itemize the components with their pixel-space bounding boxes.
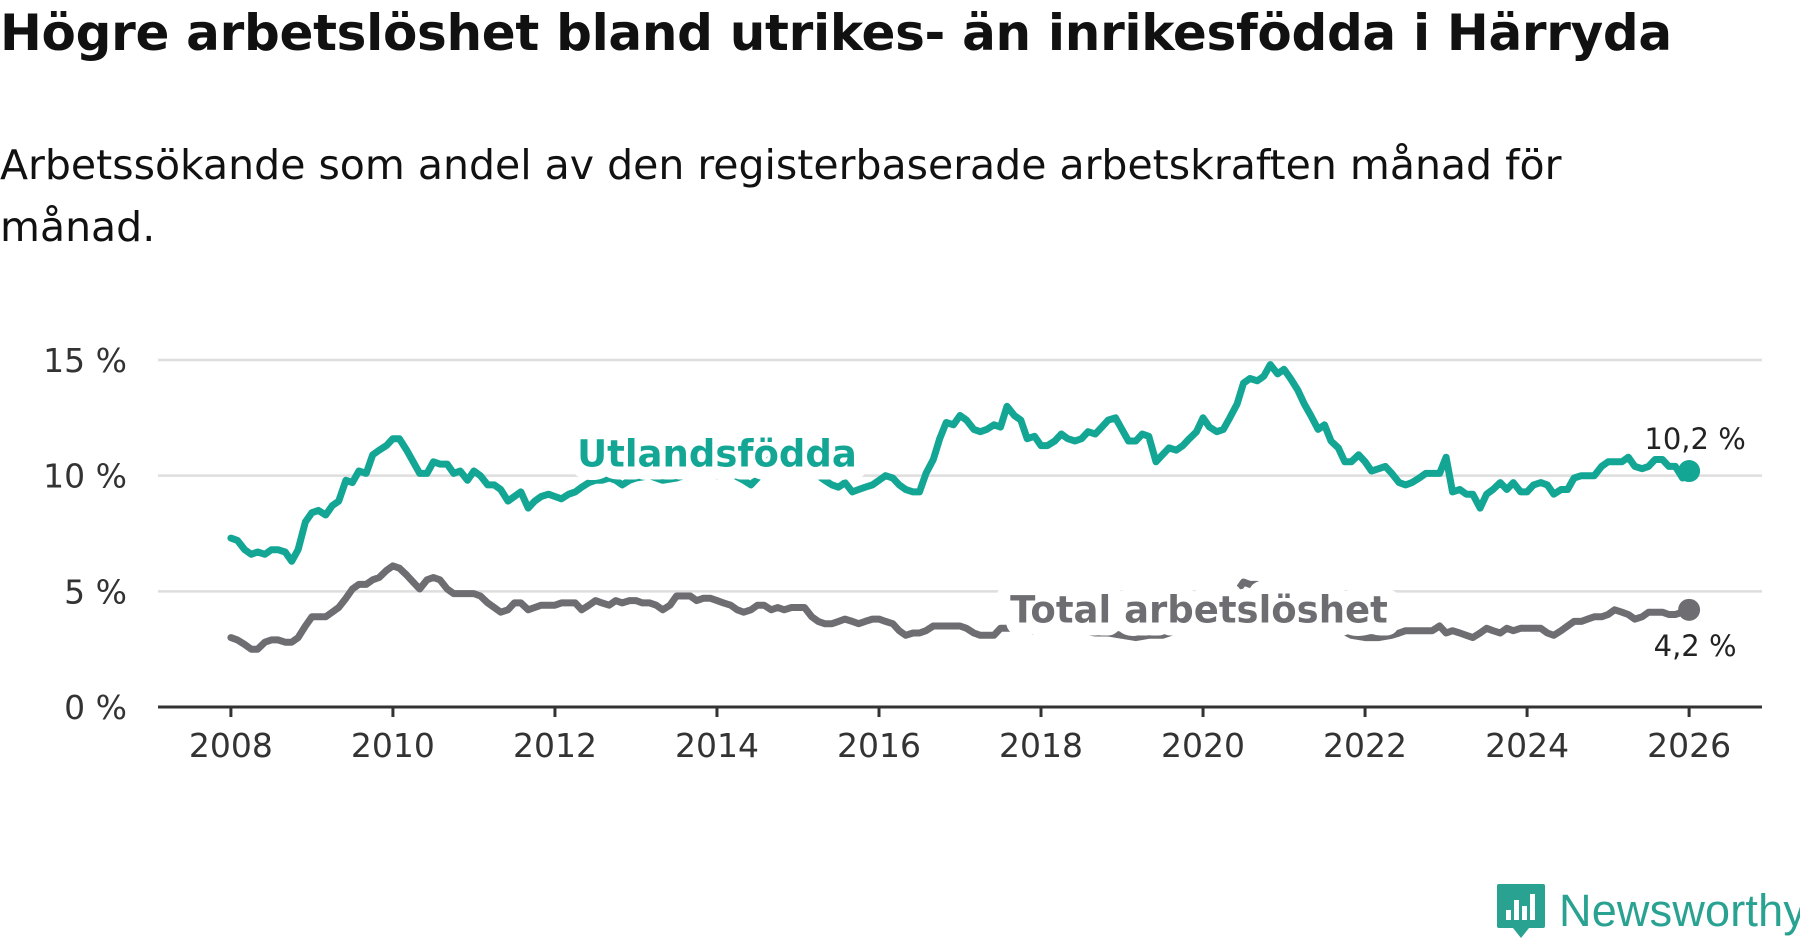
end-markers: 10,2 % 4,2 %	[1644, 422, 1745, 663]
line-chart: 0 %5 %10 %15 % 2008 2010 2012 2014 2016 2018 2…	[43, 341, 1762, 765]
x-tick-label: 2016	[837, 726, 921, 765]
gridlines	[158, 358, 1762, 593]
x-tick-label: 2018	[999, 726, 1083, 765]
newsworthy-logo[interactable]: Newsworthy	[1495, 882, 1800, 940]
end-value-label-0: 10,2 %	[1644, 422, 1745, 456]
end-value-label-1: 4,2 %	[1654, 629, 1737, 663]
x-axis: 2008 2010 2012 2014 2016 2018 2020 2022 2024 2026	[158, 705, 1762, 765]
newsworthy-icon	[1497, 884, 1545, 938]
x-tick-label: 2012	[513, 726, 597, 765]
x-tick-label: 2014	[675, 726, 759, 765]
series-lines	[227, 361, 1693, 653]
y-tick-label: 5 %	[64, 572, 127, 611]
y-tick-label: 10 %	[43, 457, 127, 496]
x-tick-label: 2010	[351, 726, 435, 765]
x-tick-label: 2026	[1647, 726, 1731, 765]
y-tick-label: 0 %	[64, 688, 127, 727]
x-tick-label: 2024	[1485, 726, 1569, 765]
x-tick-label: 2020	[1161, 726, 1245, 765]
series-label-1: Total arbetslöshet	[1010, 589, 1388, 632]
end-marker-1	[1678, 598, 1701, 621]
x-tick-label: 2022	[1323, 726, 1407, 765]
y-axis-labels: 0 % 5 % 10 % 15 %	[43, 341, 127, 727]
end-marker-0	[1678, 460, 1701, 483]
chart-title: Högre arbetslöshet bland utrikes- än inr…	[0, 4, 1672, 62]
series-line-0	[227, 361, 1693, 565]
y-tick-label: 15 %	[43, 341, 127, 380]
series-label-0: Utlandsfödda	[577, 432, 857, 475]
chart-subtitle: Arbetssökande som andel av den registerb…	[0, 141, 1562, 251]
series-line-1	[227, 562, 1693, 653]
x-tick-label: 2008	[189, 726, 273, 765]
brand-name: Newsworthy	[1559, 885, 1800, 936]
